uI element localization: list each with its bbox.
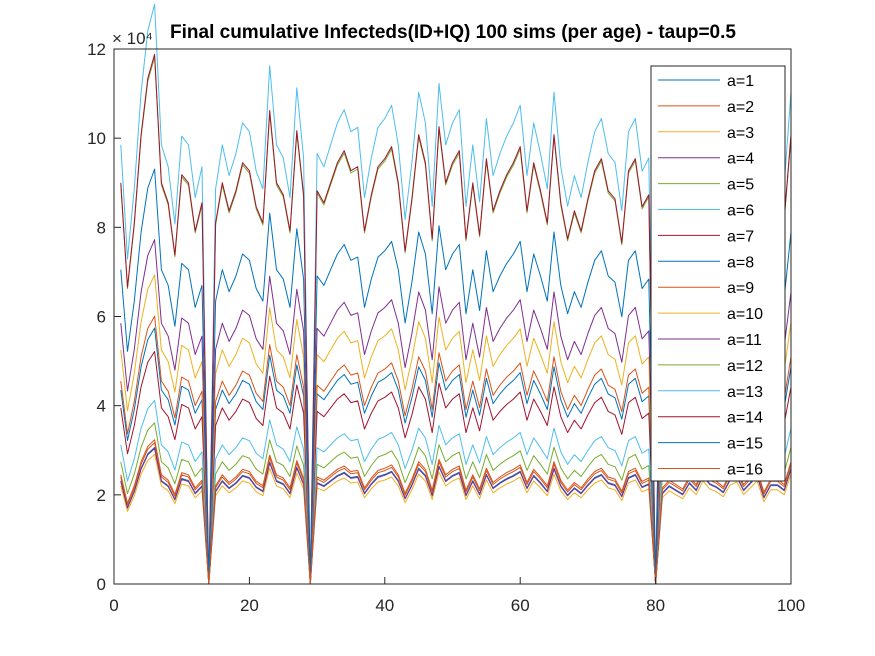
legend-label: a=7 [727,228,754,245]
x-tick-label: 80 [646,596,665,615]
series-line-a-4 [120,448,792,585]
x-tick-label: 0 [109,596,118,615]
legend-label: a=15 [727,436,763,453]
y-tick-label: 8 [97,218,106,237]
legend-label: a=9 [727,280,754,297]
legend-label: a=1 [727,73,754,90]
y-axis: 0 2 4 6 8 10 12 [87,40,121,594]
x-tick-label: 20 [240,596,259,615]
series-line-a-2 [120,442,792,585]
legend-label: a=12 [727,358,763,375]
x-axis: 0 20 40 60 80 100 [109,577,805,615]
legend-label: a=5 [727,177,754,194]
x-tick-label: 40 [375,596,394,615]
legend-label: a=2 [727,99,754,116]
legend-label: a=6 [727,203,754,220]
legend: a=1 a=2 a=3 a=4 a=5 a=6 a=7 a=8 a=9 a=10 a=11 a=12 a… [650,65,786,482]
series-line-a-3 [120,454,792,585]
y-tick-label: 12 [87,40,106,59]
y-tick-label: 0 [97,575,106,594]
y-exponent-label: × 10⁴ [112,29,153,48]
legend-box [650,65,786,482]
legend-label: a=16 [727,462,763,479]
series-line-a-1 [120,447,792,585]
y-tick-label: 4 [97,397,106,416]
legend-label: a=3 [727,125,754,142]
legend-label: a=11 [727,332,762,349]
series-line-a-16 [120,439,792,585]
legend-label: a=10 [727,306,763,323]
x-tick-label: 100 [777,596,805,615]
x-tick-label: 60 [511,596,530,615]
y-tick-label: 2 [97,486,106,505]
y-tick-label: 10 [87,129,106,148]
legend-label: a=8 [727,254,754,271]
legend-label: a=4 [727,151,754,168]
legend-label: a=13 [727,384,763,401]
y-tick-label: 6 [97,308,106,327]
chart-title: Final cumulative Infecteds(ID+IQ) 100 si… [170,22,736,43]
legend-label: a=14 [727,410,763,427]
